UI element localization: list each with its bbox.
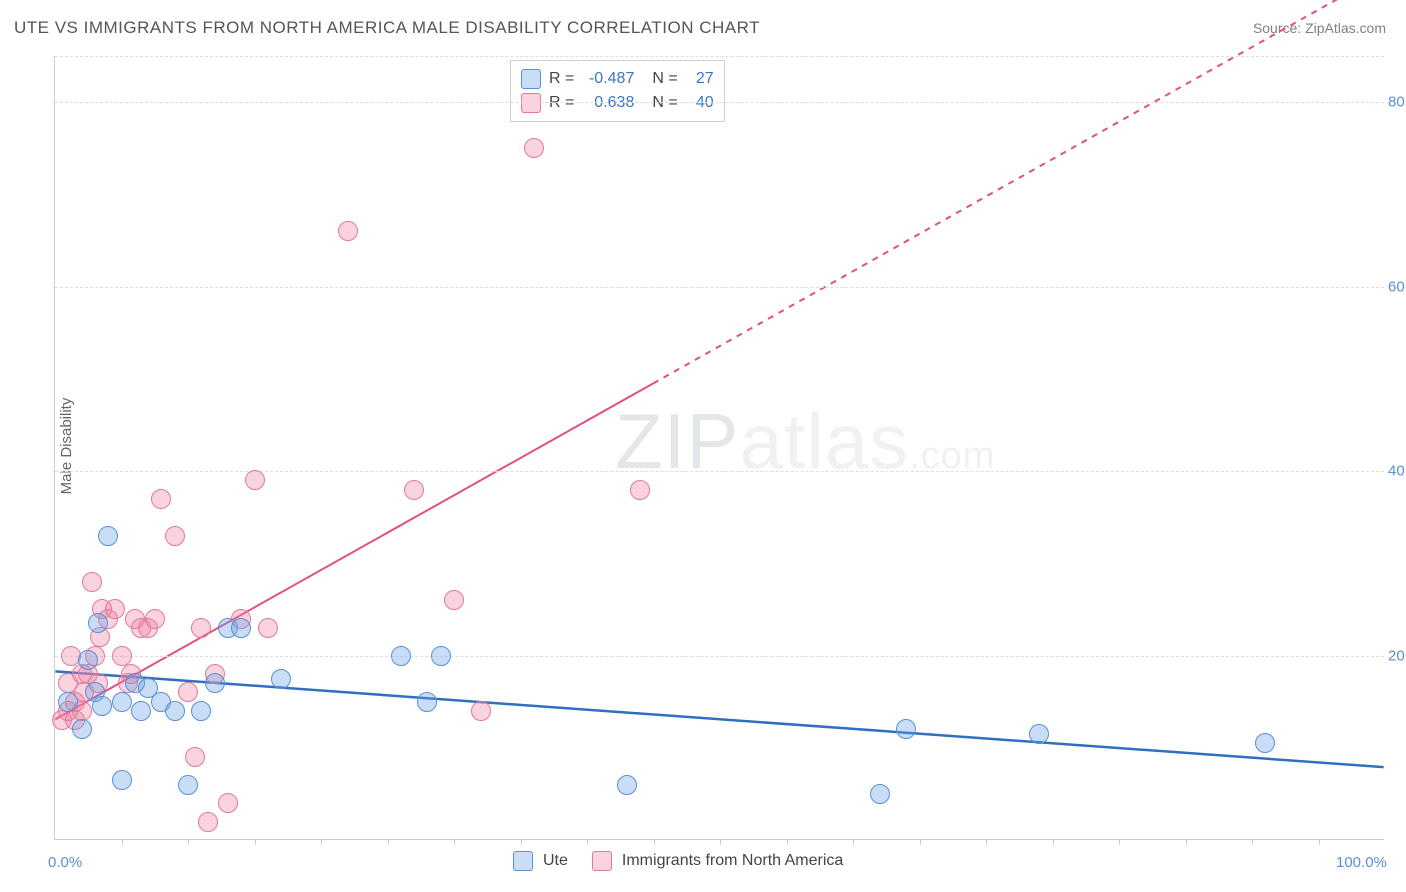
swatch-imm-icon [592,851,612,871]
data-point-imm [151,489,171,509]
x-tick [255,839,256,845]
data-point-ute [417,692,437,712]
correlation-legend: R = -0.487 N = 27 R = 0.638 N = 40 [510,60,725,122]
data-point-ute [205,673,225,693]
trend-lines-layer [55,56,1384,839]
source-prefix: Source: [1253,20,1305,36]
data-point-imm [471,701,491,721]
legend-ute-n: 27 [686,70,714,88]
data-point-imm [524,138,544,158]
x-tick [188,839,189,845]
data-point-imm [444,590,464,610]
data-point-imm [165,526,185,546]
x-tick [321,839,322,845]
x-tick [1119,839,1120,845]
x-tick [853,839,854,845]
data-point-imm [630,480,650,500]
data-point-imm [105,599,125,619]
grid-line [55,656,1384,657]
watermark: ZIPatlas.com [615,396,995,487]
legend-row-ute: R = -0.487 N = 27 [521,67,714,91]
data-point-ute [165,701,185,721]
data-point-ute [131,701,151,721]
data-point-imm [191,618,211,638]
x-axis-min-label: 0.0% [48,854,82,871]
x-tick [986,839,987,845]
legend-ute-r: -0.487 [582,70,634,88]
data-point-imm [404,480,424,500]
data-point-imm [198,812,218,832]
legend-label-imm: Immigrants from North America [622,852,843,870]
data-point-ute [271,669,291,689]
data-point-ute [431,646,451,666]
x-tick [654,839,655,845]
data-point-imm [185,747,205,767]
x-tick [388,839,389,845]
data-point-ute [112,692,132,712]
x-axis-max-label: 100.0% [1336,854,1387,871]
grid-line [55,102,1384,103]
grid-line [55,287,1384,288]
data-point-ute [231,618,251,638]
x-tick [1252,839,1253,845]
data-point-ute [98,526,118,546]
data-point-ute [617,775,637,795]
legend-r-label: R = [549,70,574,88]
swatch-ute-icon [521,69,541,89]
data-point-ute [58,692,78,712]
y-tick-label: 80.0% [1388,94,1406,111]
data-point-imm [145,609,165,629]
chart-source: Source: ZipAtlas.com [1253,20,1386,36]
data-point-imm [338,221,358,241]
chart-title: UTE VS IMMIGRANTS FROM NORTH AMERICA MAL… [14,18,760,38]
x-tick [587,839,588,845]
data-point-ute [870,784,890,804]
y-tick-label: 60.0% [1388,278,1406,295]
data-point-ute [78,650,98,670]
chart-header: UTE VS IMMIGRANTS FROM NORTH AMERICA MAL… [14,18,1386,38]
data-point-imm [112,646,132,666]
legend-n-label: N = [652,70,677,88]
x-tick [1319,839,1320,845]
series-legend: Ute Immigrants from North America [513,851,843,871]
data-point-ute [191,701,211,721]
legend-label-ute: Ute [543,852,568,870]
data-point-ute [1029,724,1049,744]
data-point-ute [72,719,92,739]
x-tick [1186,839,1187,845]
data-point-ute [896,719,916,739]
x-tick [122,839,123,845]
y-tick-label: 40.0% [1388,463,1406,480]
x-tick [521,839,522,845]
data-point-ute [178,775,198,795]
data-point-ute [88,613,108,633]
scatter-plot-area: ZIPatlas.com R = -0.487 N = 27 R = 0.638… [54,56,1384,840]
x-tick [920,839,921,845]
x-tick [787,839,788,845]
data-point-imm [245,470,265,490]
source-name: ZipAtlas.com [1305,20,1386,36]
y-tick-label: 20.0% [1388,647,1406,664]
data-point-ute [1255,733,1275,753]
data-point-imm [82,572,102,592]
data-point-ute [112,770,132,790]
x-tick [454,839,455,845]
x-tick [1053,839,1054,845]
data-point-imm [218,793,238,813]
swatch-ute-icon [513,851,533,871]
x-tick [720,839,721,845]
data-point-ute [92,696,112,716]
data-point-imm [178,682,198,702]
grid-line [55,56,1384,57]
data-point-ute [391,646,411,666]
data-point-imm [258,618,278,638]
